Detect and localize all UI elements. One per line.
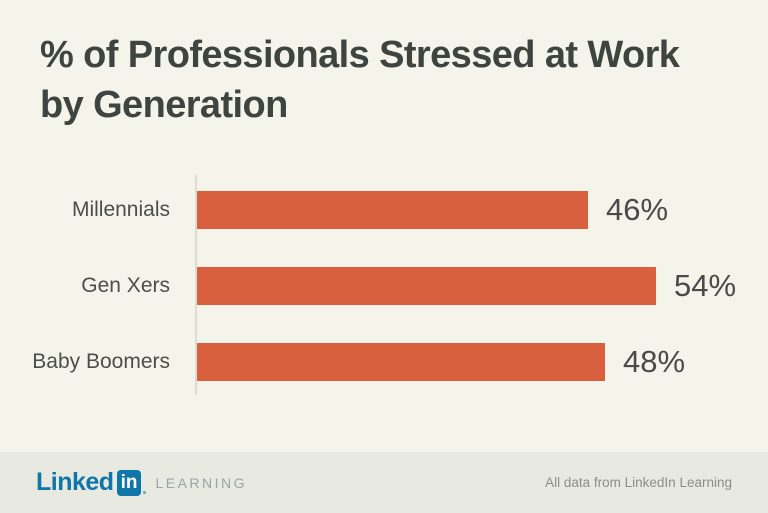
chart-title-line1: % of Professionals Stressed at Work [40,34,680,76]
value-label-gen-xers: 54% [674,268,737,303]
chart-title-line2: by Generation [40,84,288,126]
bar-gen-xers [197,267,656,305]
value-label-baby-boomers: 48% [623,344,686,379]
learning-wordmark: LEARNING [155,474,248,491]
trademark-mark [143,491,147,494]
linkedin-wordmark: Linked [36,468,114,496]
category-label-baby-boomers: Baby Boomers [32,350,170,373]
bar-zone: 54% [197,267,741,305]
linkedin-learning-logo: Linked in LEARNING [36,468,247,497]
chart-row-gen-xers: Gen Xers 54% [0,267,768,305]
bar-zone: 46% [197,191,741,229]
bar-chart: Millennials 46% Gen Xers 54% Baby Boomer… [0,191,768,419]
data-source-note: All data from LinkedIn Learning [545,475,732,490]
value-label-millennials: 46% [606,192,669,227]
bar-zone: 48% [197,343,741,381]
chart-row-millennials: Millennials 46% [0,191,768,229]
footer: Linked in LEARNING All data from LinkedI… [0,452,768,513]
bar-millennials [197,191,588,229]
linkedin-in-badge: in [116,469,142,496]
chart-title: % of Professionals Stressed at Work by G… [40,30,680,130]
category-label-gen-xers: Gen Xers [81,274,170,297]
category-label-millennials: Millennials [71,198,170,221]
bar-baby-boomers [197,343,605,381]
chart-row-baby-boomers: Baby Boomers 48% [0,343,768,381]
y-axis-line [195,175,197,395]
